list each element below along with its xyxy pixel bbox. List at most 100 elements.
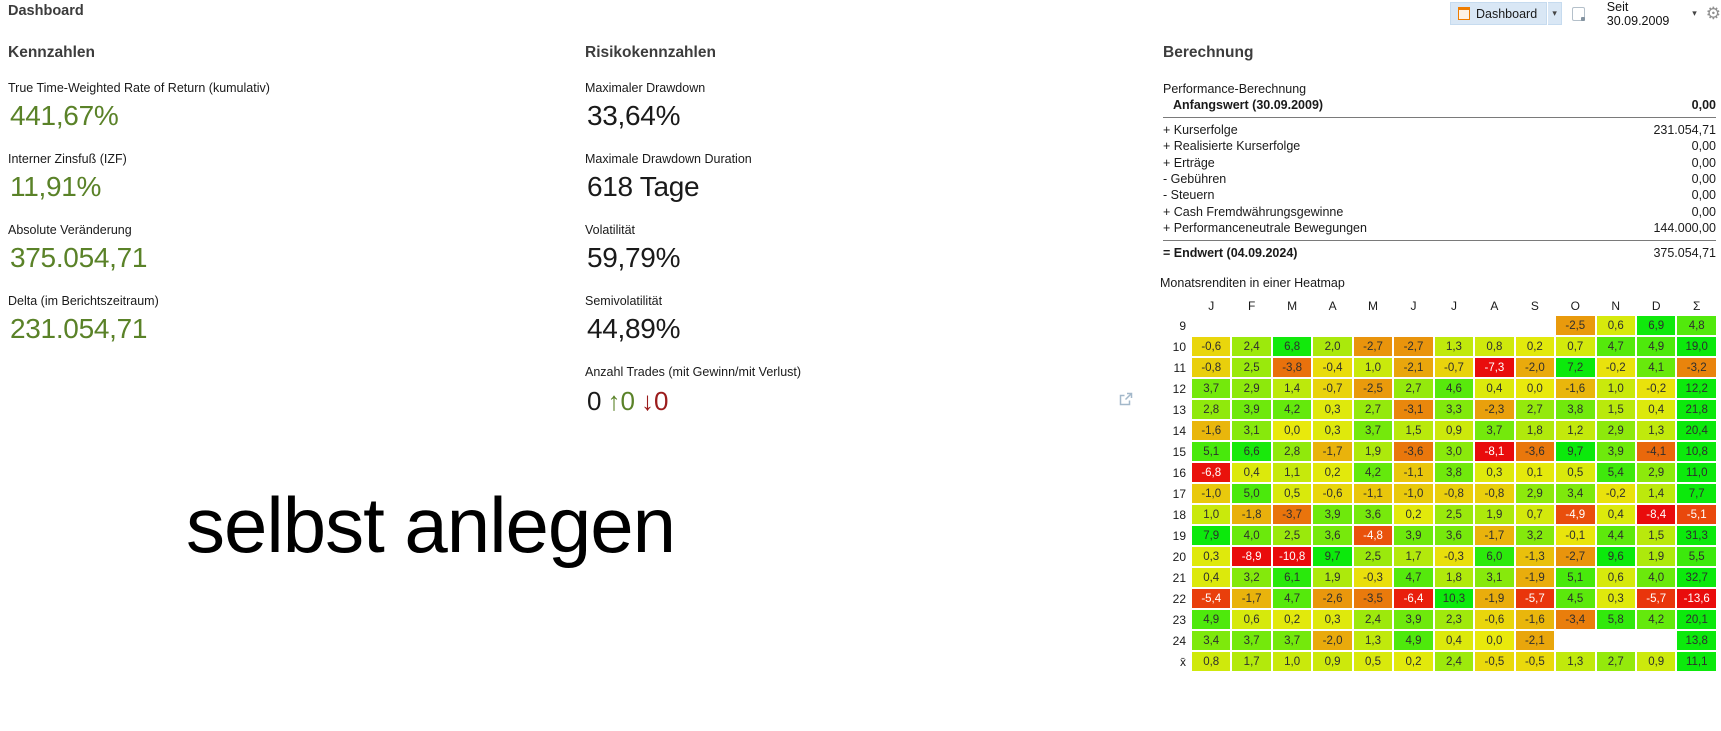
heatmap-row-label: 20 bbox=[1172, 549, 1186, 564]
heatmap-cell: -1,8 bbox=[1232, 505, 1271, 524]
heatmap-cell: 0,5 bbox=[1556, 463, 1595, 482]
heatmap-cell: 1,2 bbox=[1556, 421, 1595, 440]
gear-icon[interactable]: ⚙ bbox=[1705, 4, 1721, 23]
heatmap-corner bbox=[1162, 298, 1190, 314]
heatmap-cell: 3,9 bbox=[1232, 400, 1271, 419]
heatmap-cell: 0,0 bbox=[1515, 379, 1555, 398]
heatmap-cell bbox=[1273, 316, 1311, 335]
heatmap-row-label: x̄ bbox=[1180, 654, 1186, 669]
calc-row-value: 144.000,00 bbox=[1653, 221, 1716, 236]
kennzahlen-title: Kennzahlen bbox=[8, 44, 95, 61]
heatmap-row-label: 12 bbox=[1172, 381, 1186, 396]
heatmap-cell: 1,7 bbox=[1394, 547, 1433, 566]
heatmap-cell: 4,8 bbox=[1677, 316, 1716, 335]
heatmap-cell: -1,1 bbox=[1353, 484, 1393, 503]
metric-value: 441,67% bbox=[10, 100, 119, 131]
heatmap-cell: -0,2 bbox=[1596, 484, 1635, 503]
heatmap-cell: -5,1 bbox=[1677, 505, 1716, 524]
calc-row-label: + Performanceneutrale Bewegungen bbox=[1163, 221, 1367, 236]
metric-value: 33,64% bbox=[587, 100, 681, 131]
heatmap-cell: 0,4 bbox=[1232, 463, 1271, 482]
metric-label: Maximale Drawdown Duration bbox=[585, 152, 752, 166]
heatmap-cell: 0,4 bbox=[1596, 505, 1635, 524]
heatmap-cell: 5,1 bbox=[1556, 568, 1595, 587]
dashboard-view-dropdown-arrow-icon[interactable]: ▾ bbox=[1548, 2, 1563, 25]
heatmap-row-label: 18 bbox=[1172, 507, 1186, 522]
heatmap-cell: -1,3 bbox=[1515, 547, 1555, 566]
heatmap-cell: 0,5 bbox=[1272, 484, 1312, 503]
heatmap-col-header: M bbox=[1287, 299, 1298, 313]
heatmap-cell: 4,2 bbox=[1272, 400, 1312, 419]
heatmap-cell: 13,8 bbox=[1677, 631, 1716, 650]
heatmap-cell: 1,8 bbox=[1515, 421, 1555, 440]
period-selector[interactable]: Seit 30.09.2009 bbox=[1606, 0, 1670, 28]
metric-label: Volatilität bbox=[585, 223, 636, 237]
heatmap-col-header: F bbox=[1248, 299, 1256, 313]
open-in-window-icon[interactable] bbox=[1118, 391, 1134, 407]
heatmap-cell: 3,8 bbox=[1434, 463, 1474, 482]
heatmap-cell: -2,7 bbox=[1556, 547, 1595, 566]
heatmap-cell: -1,7 bbox=[1475, 526, 1514, 545]
dashboard-view-button[interactable]: Dashboard bbox=[1450, 2, 1548, 25]
heatmap-cell: 19,0 bbox=[1677, 337, 1716, 356]
heatmap-cell bbox=[1313, 316, 1351, 335]
heatmap-cell: 2,3 bbox=[1434, 610, 1474, 629]
heatmap-row: 15 5,1 6,6 2,8 -1,7 1,9 -3,6 3,0 -8,1 -3,6 9,7 3,9-… bbox=[1162, 442, 1716, 461]
heatmap-cell: 3,7 bbox=[1232, 631, 1271, 650]
calc-row-value: 0,00 bbox=[1691, 139, 1716, 154]
heatmap-row-label: 14 bbox=[1172, 423, 1186, 438]
heatmap-cell: 1,0 bbox=[1192, 505, 1231, 524]
heatmap-cell: 2,5 bbox=[1434, 505, 1474, 524]
trades-part: ↑0 bbox=[607, 386, 635, 416]
heatmap-row: 16 -6,8 0,4 1,1 0,2 4,2 -1,1 3,8 0,3 0,1 0,5 5,4 2,9… bbox=[1162, 463, 1716, 482]
calc-row: + Erträge 0,00 bbox=[1163, 155, 1716, 171]
heatmap-row: 9 -2,5 0,6 6,9 4,8 bbox=[1162, 316, 1716, 335]
heatmap-cell: 0,6 bbox=[1232, 610, 1271, 629]
heatmap-col-header: J bbox=[1450, 299, 1457, 313]
dashboard-view-label: Dashboard bbox=[1476, 6, 1538, 21]
new-view-icon[interactable] bbox=[1572, 6, 1585, 21]
trades-value: 0 ↑0 ↓0 bbox=[587, 386, 1015, 417]
heatmap-cell: 2,0 bbox=[1313, 337, 1352, 356]
heatmap-row-label: 23 bbox=[1172, 612, 1186, 627]
heatmap-row: 21 0,4 3,2 6,1 1,9 -0,3 4,7 1,8 3,1 -1,9 5,1 0,6 4,0… bbox=[1162, 568, 1716, 587]
heatmap-col-header: S bbox=[1530, 299, 1539, 313]
heatmap-cell: 1,3 bbox=[1636, 421, 1676, 440]
heatmap-cell: 1,5 bbox=[1636, 526, 1676, 545]
heatmap-cell: 4,5 bbox=[1556, 589, 1595, 608]
heatmap-cell: 1,3 bbox=[1556, 652, 1595, 671]
heatmap-cell: 0,7 bbox=[1515, 505, 1555, 524]
heatmap-cell: 4,7 bbox=[1272, 589, 1312, 608]
heatmap-cell: 3,7 bbox=[1475, 421, 1514, 440]
heatmap-cell: 0,5 bbox=[1353, 652, 1393, 671]
heatmap-cell: 10,8 bbox=[1677, 442, 1716, 461]
calc-row: + Kurserfolge 231.054,71 bbox=[1163, 122, 1716, 138]
calc-row-value: 231.054,71 bbox=[1653, 122, 1716, 137]
period-dropdown-arrow-icon[interactable]: ▾ bbox=[1692, 8, 1697, 18]
heatmap-cell: 4,4 bbox=[1596, 526, 1635, 545]
metric-value: 231.054,71 bbox=[10, 313, 148, 344]
heatmap-cell: 0,9 bbox=[1434, 421, 1474, 440]
heatmap-cell: 5,5 bbox=[1677, 547, 1716, 566]
heatmap-row-label: 10 bbox=[1172, 339, 1186, 354]
heatmap-cell: -3,2 bbox=[1677, 358, 1716, 377]
heatmap-cell: 3,3 bbox=[1434, 400, 1474, 419]
heatmap-cell: 1,0 bbox=[1596, 379, 1635, 398]
calc-row-value: 375.054,71 bbox=[1653, 245, 1716, 260]
heatmap-col-header: O bbox=[1570, 299, 1580, 313]
heatmap-row: 11 -0,8 2,5 -3,8 -0,4 1,0 -2,1 -0,7 -7,3 -2,0 7,2-… bbox=[1162, 358, 1716, 377]
calc-row-label: - Gebühren bbox=[1163, 171, 1227, 186]
risiko-section: Risikokennzahlen Maximaler Drawdown 33,64… bbox=[585, 44, 1015, 417]
calc-row: + Cash Fremdwährungsgewinne 0,00 bbox=[1163, 204, 1716, 220]
kennzahlen-items: True Time-Weighted Rate of Return (kumul… bbox=[8, 81, 438, 349]
heatmap-cell: 2,8 bbox=[1192, 400, 1231, 419]
heatmap-cell: 0,9 bbox=[1636, 652, 1676, 671]
heatmap-cell: 2,9 bbox=[1636, 463, 1676, 482]
heatmap-cell: 2,5 bbox=[1232, 358, 1271, 377]
heatmap-cell: 3,6 bbox=[1313, 526, 1352, 545]
heatmap-cell: -0,8 bbox=[1434, 484, 1474, 503]
heatmap-cell: 1,9 bbox=[1636, 547, 1676, 566]
heatmap-cell: -2,1 bbox=[1515, 631, 1555, 650]
calc-divider bbox=[1163, 239, 1716, 241]
heatmap-col-header: M bbox=[1368, 299, 1379, 313]
